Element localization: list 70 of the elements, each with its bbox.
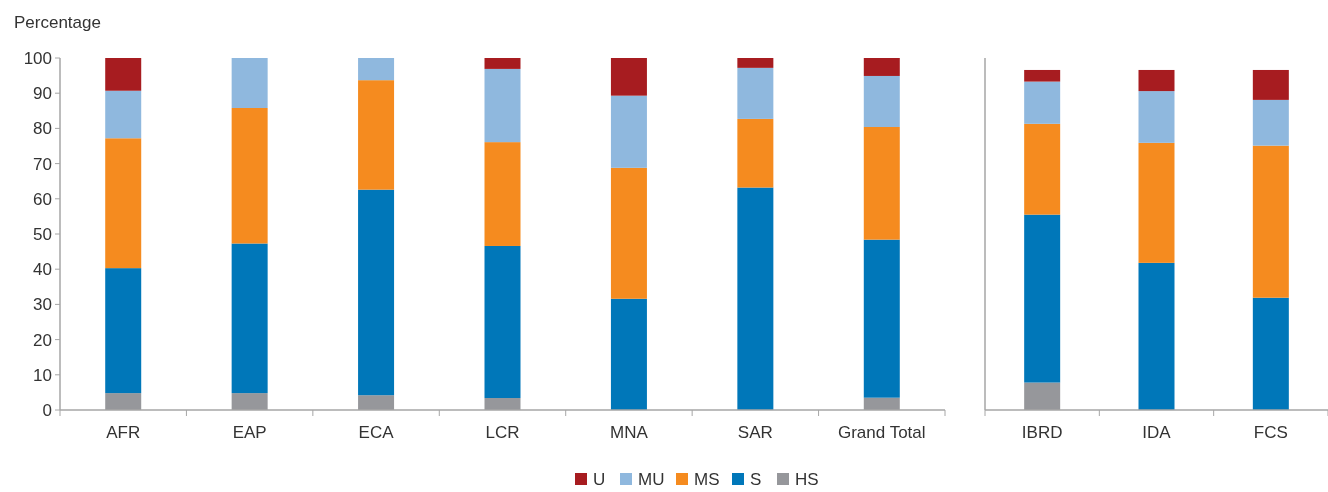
x-tick-label: Grand Total (838, 423, 926, 442)
bar (610, 58, 647, 96)
bar (610, 298, 647, 410)
bar (358, 189, 395, 396)
y-axis-title: Percentage (14, 13, 101, 32)
x-tick-label: ECA (358, 423, 395, 442)
y-tick-label: 0 (42, 400, 52, 420)
bar (1024, 69, 1061, 82)
bar (231, 393, 268, 410)
x-tick-label: EAP (232, 423, 267, 442)
x-tick-label: IDA (1142, 423, 1172, 442)
y-tick-label: 90 (33, 84, 52, 104)
bar (1138, 91, 1175, 143)
legend-label: S (750, 470, 762, 489)
legend-label: MU (638, 470, 665, 489)
y-tick-label: 30 (33, 295, 52, 315)
bar (1252, 145, 1289, 298)
bar (1138, 142, 1175, 263)
bar (358, 58, 395, 81)
bar (1252, 297, 1289, 410)
y-tick-label: 40 (33, 260, 52, 280)
bar (863, 239, 900, 398)
y-tick-label: 10 (33, 365, 52, 385)
bar (1024, 214, 1061, 383)
x-tick-label: IBRD (1021, 423, 1063, 442)
bar (358, 395, 395, 410)
bar (484, 68, 521, 143)
bar (231, 243, 268, 394)
y-tick-label: 80 (33, 119, 52, 139)
bar (484, 58, 521, 69)
y-tick-label: 100 (23, 48, 52, 68)
legend-label: U (593, 470, 606, 489)
bar (737, 67, 774, 119)
y-tick-label: 70 (33, 154, 52, 174)
y-tick-label: 60 (33, 189, 52, 209)
bar (1024, 81, 1061, 124)
bar (484, 245, 521, 399)
bar (1138, 262, 1175, 410)
legend-label: HS (795, 470, 819, 489)
bar (105, 58, 142, 91)
bar (737, 58, 774, 68)
y-tick-label: 20 (33, 330, 52, 350)
bar (358, 80, 395, 190)
bar (231, 107, 268, 244)
bar (484, 398, 521, 410)
bar (610, 167, 647, 299)
bar (231, 58, 268, 108)
bar (105, 138, 142, 269)
bar (863, 58, 900, 76)
x-tick-label: AFR (106, 423, 141, 442)
legend-label: MS (694, 470, 720, 489)
bar (737, 187, 774, 410)
bar (1024, 382, 1061, 410)
bar (105, 393, 142, 410)
bar (1252, 69, 1289, 100)
y-tick-label: 50 (33, 224, 52, 244)
x-tick-label: MNA (610, 423, 649, 442)
bar (610, 95, 647, 168)
bar (105, 90, 142, 139)
bar (105, 268, 142, 394)
bar (863, 126, 900, 240)
bar (1252, 99, 1289, 146)
bar (1024, 123, 1061, 215)
bar (1138, 69, 1175, 92)
bar (484, 142, 521, 246)
x-tick-label: FCS (1253, 423, 1288, 442)
bar (737, 118, 774, 188)
x-tick-label: LCR (485, 423, 520, 442)
x-tick-label: SAR (737, 423, 773, 442)
bar (863, 75, 900, 127)
